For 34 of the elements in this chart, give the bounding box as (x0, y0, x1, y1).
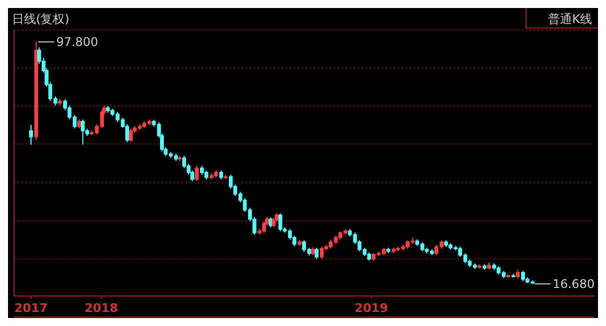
candlestick (511, 273, 516, 278)
candlestick (80, 118, 85, 146)
candlestick (516, 270, 520, 279)
candlestick (506, 274, 510, 278)
candlestick (58, 98, 62, 106)
annotation: 16.680 (552, 276, 595, 291)
candlestick (487, 262, 491, 270)
candlestick (367, 252, 371, 262)
candlestick (34, 41, 38, 141)
candlestick (200, 165, 204, 176)
text: 普通K线 (548, 12, 592, 26)
candlestick (204, 170, 208, 180)
candlestick (298, 239, 302, 246)
x-tick-label: 2019 (354, 301, 388, 315)
candlestick (278, 212, 282, 232)
candlestick (320, 246, 324, 260)
x-tick-label: 2017 (14, 301, 48, 315)
candlestick (219, 170, 224, 180)
candlestick (77, 118, 81, 129)
candlestick (272, 217, 276, 228)
candlestick (492, 262, 496, 270)
candlestick (128, 128, 133, 142)
candlestick (178, 156, 182, 162)
candlestick (386, 247, 390, 254)
annotation: 97.800 (56, 34, 98, 49)
candlestick (314, 247, 318, 260)
candlestick (310, 246, 315, 256)
candlestick (224, 174, 228, 180)
x-tick-label: 2018 (84, 301, 118, 315)
chart-title: 日线(复权) (12, 12, 70, 26)
candlestick (194, 165, 199, 182)
candlestick (482, 264, 486, 270)
candlestick (477, 264, 482, 270)
candlestick (29, 124, 33, 146)
